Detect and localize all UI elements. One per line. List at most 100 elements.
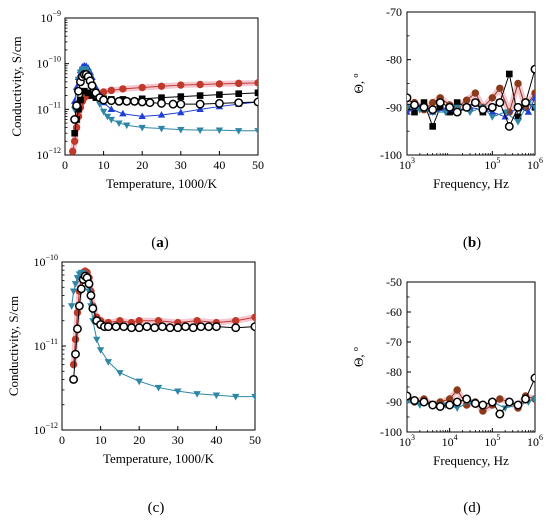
data-point-3 — [419, 102, 429, 112]
x-tick-label: 10 — [95, 433, 107, 447]
data-point-7 — [453, 386, 461, 394]
data-point-9 — [470, 98, 480, 108]
series-5 — [70, 70, 258, 124]
data-point-3 — [72, 123, 81, 132]
data-point-16 — [138, 112, 146, 120]
data-point-17 — [135, 317, 143, 325]
series-3 — [407, 373, 535, 419]
data-point-17 — [196, 80, 204, 89]
data-point-1 — [407, 93, 412, 103]
y-tick-label: -50 — [386, 275, 402, 289]
data-point-21 — [168, 99, 178, 109]
data-point-15 — [107, 116, 116, 124]
y-tick-label: 10−11 — [34, 337, 58, 353]
series-line — [71, 271, 255, 398]
data-point-14 — [107, 105, 116, 112]
data-point-3 — [74, 86, 83, 96]
data-point-14 — [138, 83, 146, 92]
data-point-2 — [69, 288, 78, 296]
data-point-23 — [251, 393, 255, 401]
data-point-2 — [71, 349, 80, 359]
x-tick-label: 50 — [252, 158, 264, 172]
data-point-9 — [501, 405, 509, 412]
data-point-17 — [235, 90, 242, 97]
data-point-18 — [177, 108, 185, 116]
data-point-22 — [231, 317, 240, 325]
panel-label: (c) — [148, 500, 165, 516]
data-point-5 — [81, 87, 88, 95]
data-point-15 — [103, 322, 113, 332]
data-point-19 — [157, 125, 166, 133]
data-point-23 — [195, 99, 205, 109]
data-point-21 — [212, 392, 221, 400]
data-point-8 — [462, 394, 472, 404]
panel-a: 0 10 20 30 40 50 10−12 10−11 10−10 10−9 Temperatur… — [9, 9, 264, 251]
data-point-5 — [435, 98, 445, 108]
y-axis-title: Conductivity, S/cm — [6, 296, 21, 396]
panel-d: 103 104 105 106 -100 -90 -80 -70 -60 -50 Frequency… — [351, 275, 543, 516]
data-point-20 — [157, 98, 166, 108]
data-point-16 — [116, 370, 124, 377]
data-point-1 — [69, 374, 79, 384]
x-tick-label: 0 — [62, 158, 68, 172]
x-axis: 0 10 20 30 40 50 — [59, 426, 261, 447]
data-point-17 — [157, 111, 166, 118]
data-point-4 — [428, 98, 437, 107]
x-tick-label: 20 — [133, 433, 145, 447]
data-point-12 — [496, 84, 504, 92]
data-point-29 — [211, 322, 221, 332]
data-point-2 — [411, 108, 418, 116]
y-tick-label: 10−9 — [40, 9, 61, 25]
data-point-5 — [76, 284, 86, 294]
data-point-20 — [193, 317, 201, 325]
data-point-1 — [70, 115, 80, 124]
data-point-11 — [487, 397, 497, 407]
data-point-18 — [154, 317, 163, 325]
data-point-3 — [72, 324, 82, 334]
x-tick-label: 20 — [136, 158, 148, 172]
data-point-4 — [428, 105, 438, 115]
data-point-8 — [462, 102, 472, 112]
data-point-16 — [216, 91, 223, 98]
data-point-14 — [514, 79, 522, 88]
data-point-9 — [470, 399, 480, 408]
x-tick-label: 103 — [399, 433, 415, 449]
data-point-10 — [87, 81, 97, 91]
x-tick-label: 105 — [484, 433, 500, 449]
data-point-12 — [496, 395, 504, 403]
data-point-15 — [521, 98, 530, 108]
data-point-9 — [471, 89, 480, 97]
data-point-1 — [69, 147, 77, 155]
data-point-12 — [531, 104, 535, 112]
data-point-8 — [488, 114, 497, 121]
x-tick-label: 50 — [249, 433, 261, 447]
data-point-10 — [478, 105, 488, 115]
data-point-6 — [446, 108, 453, 116]
data-point-11 — [524, 108, 533, 115]
x-axis-title: Frequency, Hz — [433, 176, 509, 191]
data-point-18 — [137, 97, 147, 107]
data-point-22 — [215, 127, 224, 135]
data-point-19 — [234, 79, 243, 88]
data-point-18 — [254, 89, 258, 97]
y-tick-label: -100 — [380, 148, 402, 162]
data-point-12 — [531, 396, 535, 403]
data-point-10 — [478, 400, 488, 410]
data-point-4 — [429, 123, 436, 130]
series-group — [407, 64, 535, 131]
y-tick-label: -70 — [386, 335, 402, 349]
x-axis: 103 104 105 106 — [399, 428, 543, 449]
data-point-11 — [88, 303, 98, 313]
data-point-11 — [488, 94, 497, 102]
data-point-16 — [530, 64, 535, 74]
y-tick-label: 10−12 — [33, 421, 58, 437]
series-2 — [67, 269, 255, 401]
data-point-1 — [407, 108, 411, 115]
panel-label: (b) — [463, 235, 481, 251]
data-point-20 — [254, 79, 258, 87]
series-group — [407, 373, 535, 419]
data-point-19 — [134, 323, 144, 333]
data-point-17 — [119, 322, 129, 332]
data-point-12 — [495, 98, 505, 108]
data-point-7 — [453, 99, 461, 106]
